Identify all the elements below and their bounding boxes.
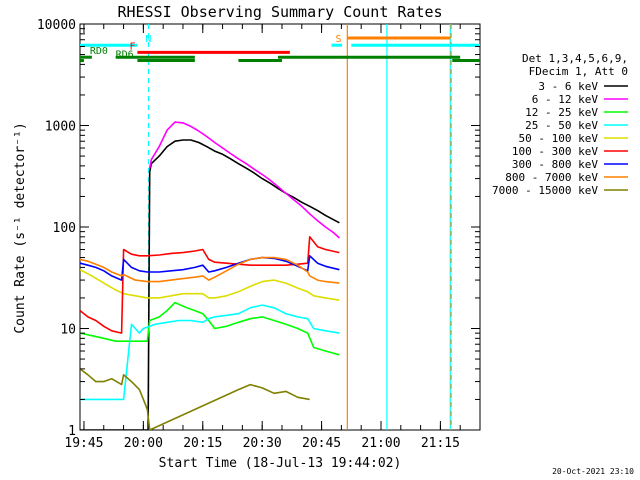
legend-header: FDecim 1, Att 0 <box>529 65 628 78</box>
y-tick-label: 10 <box>60 323 76 338</box>
state-bar-label: RD6 <box>116 50 134 61</box>
legend-entry-label: 800 - 7000 keV <box>505 171 598 184</box>
footer-timestamp: 20-Oct-2021 23:10 <box>552 467 634 476</box>
legend-entry-label: 50 - 100 keV <box>519 132 599 145</box>
legend-entry-label: 100 - 300 keV <box>512 145 598 158</box>
x-tick-label: 20:00 <box>124 436 163 451</box>
series-line-0 <box>80 139 340 430</box>
state-bar-label: F <box>130 41 136 52</box>
x-tick-label: 21:00 <box>361 436 400 451</box>
legend-entry-label: 6 - 12 keV <box>532 93 599 106</box>
chart-title: RHESSI Observing Summary Count Rates <box>117 3 442 21</box>
legend: Det 1,3,4,5,6,9,FDecim 1, Att 0 3 - 6 keV… <box>492 52 628 197</box>
x-tick-label: 20:30 <box>243 436 282 451</box>
series-line-8 <box>80 368 310 430</box>
legend-entry-label: 300 - 800 keV <box>512 158 598 171</box>
plot-area: NF S RD0 RD6 <box>79 23 481 431</box>
x-axis-label: Start Time (18-Jul-13 19:44:02) <box>159 456 402 471</box>
y-axis-label: Count Rate (s⁻¹ detector⁻¹) <box>13 122 28 333</box>
legend-entry-label: 12 - 25 keV <box>525 106 598 119</box>
series-line-5 <box>80 236 340 334</box>
y-tick-label: 1000 <box>45 120 76 135</box>
state-bar-label: RD0 <box>90 46 108 57</box>
y-axis: 1 10 100 1000 10000 <box>37 18 480 439</box>
state-bar-label: N <box>145 34 151 45</box>
x-tick-label: 19:45 <box>64 436 103 451</box>
legend-entry-label: 7000 - 15000 keV <box>492 184 598 197</box>
series-line-7 <box>80 256 340 284</box>
legend-entry-label: 25 - 50 keV <box>525 119 598 132</box>
data-layer: NF S RD0 RD6 <box>80 24 480 430</box>
x-axis: 19:45 20:00 20:15 20:30 20:45 21:00 21:15 <box>64 24 481 451</box>
state-bar-label: S <box>335 34 341 45</box>
x-tick-label: 20:15 <box>183 436 222 451</box>
y-tick-label: 1 <box>68 424 76 439</box>
series-line-2 <box>80 301 340 356</box>
legend-entry-label: 3 - 6 keV <box>538 80 598 93</box>
y-tick-label: 100 <box>53 221 76 236</box>
y-tick-label: 10000 <box>37 18 76 33</box>
legend-header: Det 1,3,4,5,6,9, <box>522 52 628 65</box>
plot-frame <box>79 23 481 431</box>
series-line-4 <box>80 268 340 301</box>
x-tick-label: 21:15 <box>421 436 460 451</box>
x-tick-label: 20:45 <box>302 436 341 451</box>
series-line-3 <box>80 304 340 401</box>
series-line-1 <box>148 121 340 239</box>
